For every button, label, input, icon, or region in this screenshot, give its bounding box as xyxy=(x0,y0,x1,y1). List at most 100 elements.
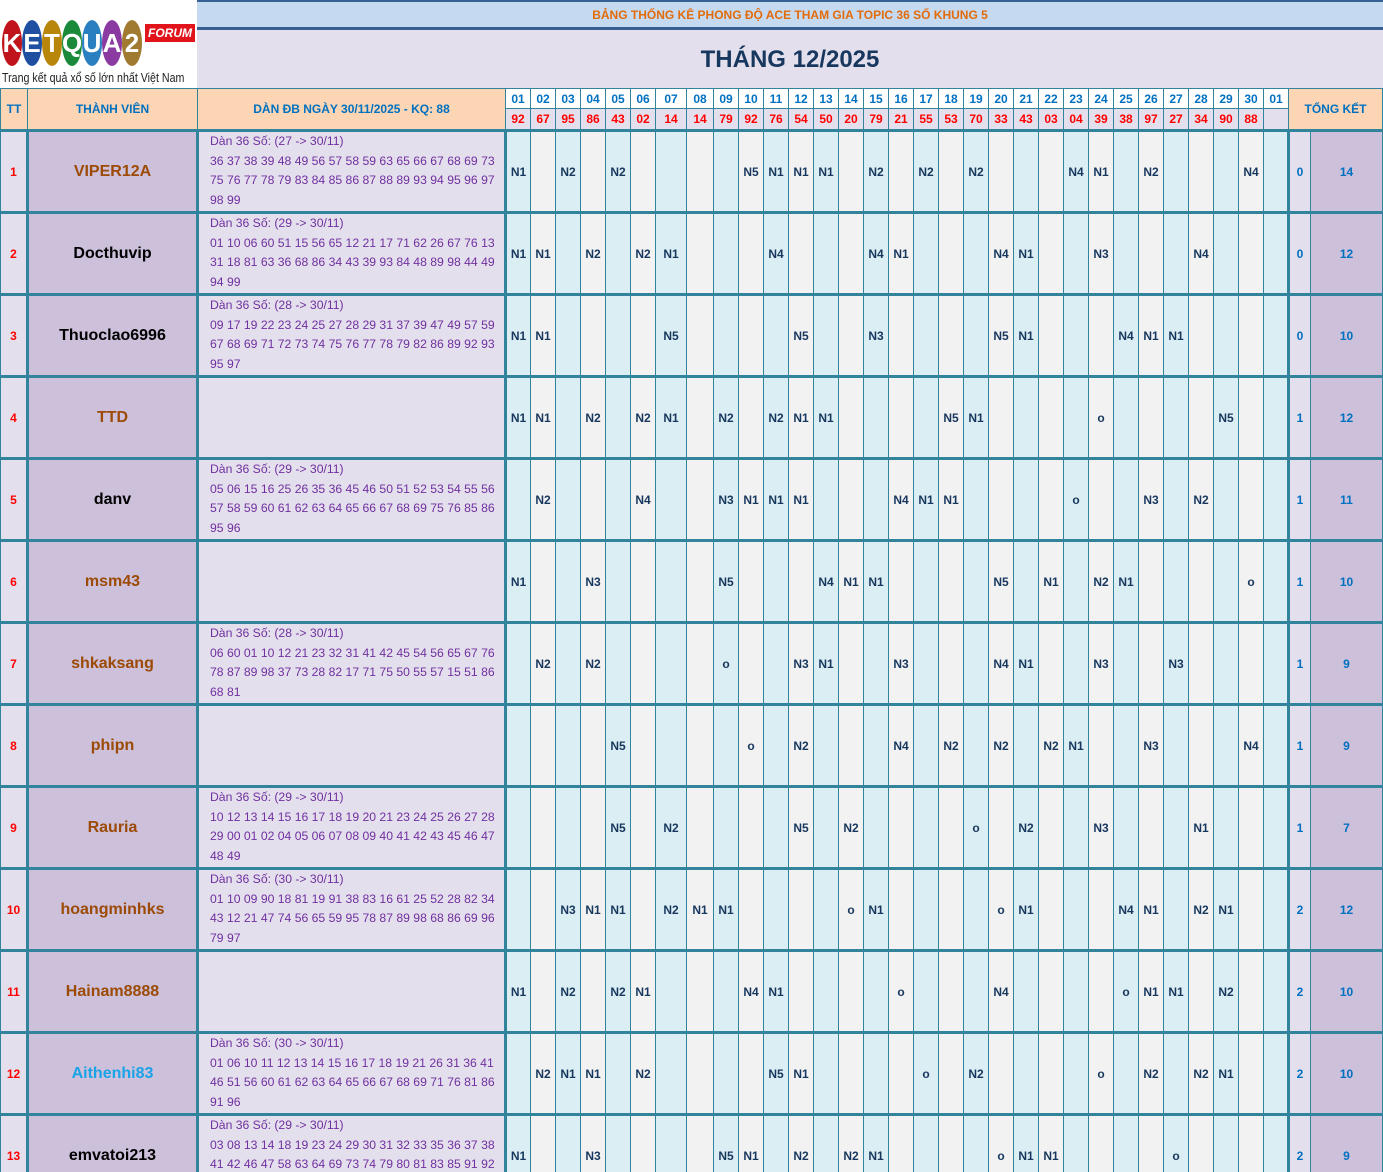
day-cell xyxy=(1238,949,1264,1033)
day-result: 27 xyxy=(1163,108,1189,131)
day-cell: N2 xyxy=(630,375,656,459)
day-cell xyxy=(1188,375,1214,459)
miss-count: 1 xyxy=(1287,375,1311,459)
day-cell xyxy=(713,703,739,787)
miss-count: 1 xyxy=(1287,539,1311,623)
day-cell: N2 xyxy=(530,621,556,705)
day-cell xyxy=(738,867,764,951)
day-cell: N1 xyxy=(938,457,964,541)
day-cell xyxy=(1263,129,1289,213)
day-cell xyxy=(1063,949,1089,1033)
day-cell xyxy=(686,293,714,377)
day-cell: N3 xyxy=(580,1113,606,1172)
day-result: 86 xyxy=(580,108,606,131)
table-row: 5 danv Dàn 36 Số: (29 -> 30/11) 05 06 15 16… xyxy=(0,457,1383,541)
miss-count: 2 xyxy=(1287,949,1311,1033)
day-cell: N5 xyxy=(738,129,764,213)
member-name: VIPER12A xyxy=(26,129,199,213)
dan-numbers: Dàn 36 Số: (29 -> 30/11) 10 12 13 14 15 1… xyxy=(197,785,507,869)
day-cell: N1 xyxy=(505,375,531,459)
day-cell xyxy=(863,457,889,541)
ketqua2-logo: KE TQUA 2 FORUM Trang kết quả xổ số lớn nh… xyxy=(0,0,197,88)
total-count: 12 xyxy=(1310,375,1383,459)
day-cell xyxy=(1263,1031,1289,1115)
dan-title: Dàn 36 Số: (30 -> 30/11) xyxy=(210,872,344,886)
total-count: 10 xyxy=(1310,949,1383,1033)
day-cell: N1 xyxy=(1113,539,1139,623)
member-name: phipn xyxy=(26,703,199,787)
day-cell xyxy=(788,949,814,1033)
day-cell xyxy=(630,1113,656,1172)
dan-line: 01 10 09 90 18 81 19 91 38 83 16 61 25 5… xyxy=(210,891,495,906)
day-cell xyxy=(713,949,739,1033)
day-header: 26 xyxy=(1138,88,1164,109)
day-cell: N2 xyxy=(530,1031,556,1115)
day-cell xyxy=(713,129,739,213)
day-cell xyxy=(505,457,531,541)
day-cell xyxy=(1038,293,1064,377)
day-cell: N1 xyxy=(1038,1113,1064,1172)
day-cell xyxy=(605,1031,631,1115)
day-cell xyxy=(738,375,764,459)
col-header-tt: TT xyxy=(0,88,28,131)
day-cell xyxy=(963,539,989,623)
day-cell: N4 xyxy=(1113,867,1139,951)
day-header: 21 xyxy=(1013,88,1039,109)
day-cell: N1 xyxy=(1088,129,1114,213)
day-result: 92 xyxy=(738,108,764,131)
day-cell xyxy=(686,539,714,623)
day-cell xyxy=(738,621,764,705)
day-cell xyxy=(605,457,631,541)
table-row: 3 Thuoclao6996 Dàn 36 Số: (28 -> 30/11) 09 … xyxy=(0,293,1383,377)
day-cell xyxy=(1188,129,1214,213)
miss-count: 1 xyxy=(1287,621,1311,705)
day-cell xyxy=(813,867,839,951)
total-count: 14 xyxy=(1310,129,1383,213)
day-header: 07 xyxy=(655,88,687,109)
total-count: 12 xyxy=(1310,211,1383,295)
day-cell xyxy=(763,1113,789,1172)
day-cell xyxy=(1163,129,1189,213)
day-cell: o xyxy=(838,867,864,951)
dan-line: 31 18 81 63 36 68 86 34 43 39 93 84 48 8… xyxy=(210,255,495,269)
day-cell xyxy=(763,539,789,623)
day-cell xyxy=(938,129,964,213)
day-cell: N5 xyxy=(788,785,814,869)
table-row: 7 shkaksang Dàn 36 Số: (28 -> 30/11) 06 60 … xyxy=(0,621,1383,705)
dan-line: 57 58 59 60 61 62 63 64 65 66 67 68 69 7… xyxy=(210,501,495,515)
day-cell xyxy=(1263,703,1289,787)
day-cell: N1 xyxy=(505,1113,531,1172)
day-cell: N1 xyxy=(1013,621,1039,705)
col-header-member: THÀNH VIÊN xyxy=(27,88,198,131)
day-cell: o xyxy=(713,621,739,705)
dan-numbers xyxy=(197,539,507,623)
dan-line: 06 60 01 10 12 21 23 32 31 41 42 45 54 5… xyxy=(210,645,495,660)
dan-numbers: Dàn 36 Số: (28 -> 30/11) 06 60 01 10 12 2… xyxy=(197,621,507,705)
day-cell xyxy=(505,785,531,869)
day-cell xyxy=(1138,375,1164,459)
day-result: 88 xyxy=(1238,108,1264,131)
day-cell xyxy=(580,293,606,377)
dan-line: 79 97 xyxy=(210,930,241,945)
day-cell: N2 xyxy=(605,129,631,213)
day-cell xyxy=(580,129,606,213)
col-header-summary: TỔNG KẾT xyxy=(1288,88,1383,131)
day-cell: N2 xyxy=(938,703,964,787)
day-cell xyxy=(1113,211,1139,295)
day-cell xyxy=(1263,293,1289,377)
day-cell: N2 xyxy=(1138,1031,1164,1115)
dan-title: Dàn 36 Số: (30 -> 30/11) xyxy=(210,1036,344,1050)
day-cell xyxy=(863,1031,889,1115)
col-header-dan: DÀN ĐB NGÀY 30/11/2025 - KQ: 88 xyxy=(197,88,506,131)
day-result: 53 xyxy=(938,108,964,131)
miss-count: 0 xyxy=(1287,211,1311,295)
day-cell xyxy=(1113,375,1139,459)
day-cell: o xyxy=(1113,949,1139,1033)
dan-numbers: Dàn 36 Số: (28 -> 30/11) 09 17 19 22 23 2… xyxy=(197,293,507,377)
day-cell xyxy=(1063,785,1089,869)
day-cell: N3 xyxy=(713,457,739,541)
day-header: 09 xyxy=(713,88,739,109)
day-cell xyxy=(686,949,714,1033)
day-cell: N3 xyxy=(888,621,914,705)
